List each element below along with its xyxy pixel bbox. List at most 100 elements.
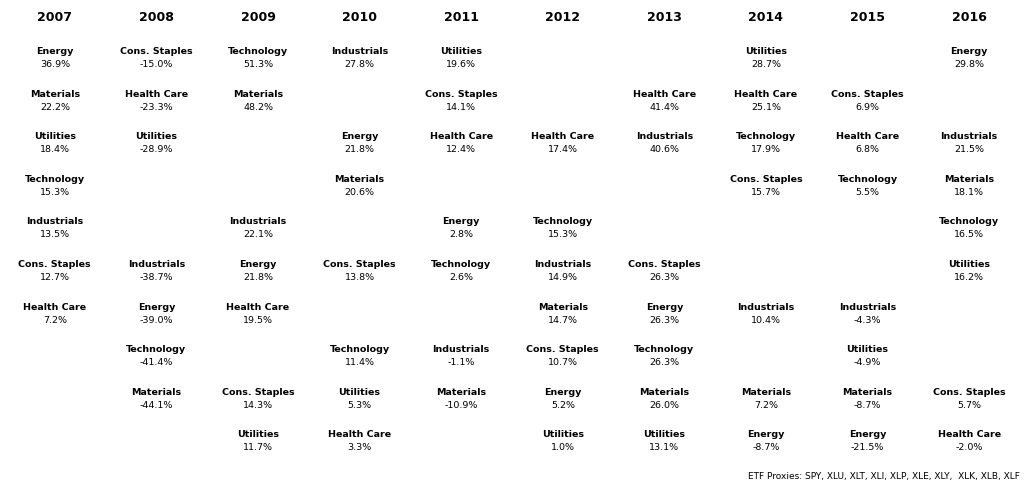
Text: 36.9%: 36.9%: [40, 60, 70, 69]
Text: -15.0%: -15.0%: [139, 60, 173, 69]
Text: -2.0%: -2.0%: [955, 443, 983, 452]
Text: Utilities: Utilities: [948, 260, 990, 269]
Text: S&P 500: S&P 500: [541, 175, 586, 184]
Text: Energy: Energy: [646, 302, 683, 311]
Text: Technology: Technology: [126, 345, 186, 354]
Text: Health Care: Health Care: [836, 132, 899, 141]
Text: 3.3%: 3.3%: [347, 443, 372, 452]
Text: Financials: Financials: [739, 218, 793, 226]
Text: ETF Proxies: SPY, XLU, XLT, XLI, XLP, XLE, XLY,  XLK, XLB, XLF: ETF Proxies: SPY, XLU, XLT, XLI, XLP, XL…: [749, 471, 1020, 481]
Text: 2011: 2011: [443, 11, 478, 24]
Text: Utilities: Utilities: [847, 345, 889, 354]
Text: 48.2%: 48.2%: [243, 103, 273, 111]
Text: Industrials: Industrials: [128, 260, 185, 269]
Text: Materials: Materials: [639, 388, 689, 397]
Text: Health Care: Health Care: [938, 430, 1000, 439]
Text: Cons. Disc.: Cons. Disc.: [534, 89, 592, 99]
Text: Technology: Technology: [330, 345, 390, 354]
Text: -41.4%: -41.4%: [139, 358, 173, 367]
Text: 18.1%: 18.1%: [954, 188, 984, 197]
Text: Cons. Staples: Cons. Staples: [324, 260, 396, 269]
Text: 14.1%: 14.1%: [446, 103, 476, 111]
Text: Energy: Energy: [341, 132, 378, 141]
Text: 12.4%: 12.4%: [446, 145, 476, 154]
Text: Cons. Staples: Cons. Staples: [425, 89, 498, 99]
Text: -1.7%: -1.7%: [854, 273, 882, 282]
Text: Materials: Materials: [30, 89, 80, 99]
Text: Energy: Energy: [544, 388, 582, 397]
Text: -28.9%: -28.9%: [139, 145, 173, 154]
Text: Cons. Disc.: Cons. Disc.: [26, 388, 84, 397]
Text: 13.8%: 13.8%: [344, 273, 375, 282]
Text: Cons. Staples: Cons. Staples: [221, 388, 294, 397]
Text: Financials: Financials: [638, 175, 691, 184]
Text: Utilities: Utilities: [643, 430, 685, 439]
Text: Health Care: Health Care: [24, 302, 86, 311]
Text: Materials: Materials: [131, 388, 181, 397]
Text: S&P 500: S&P 500: [845, 218, 890, 226]
Text: Financials: Financials: [28, 430, 82, 439]
Text: 26.3%: 26.3%: [649, 358, 680, 367]
Text: Cons. Disc.: Cons. Disc.: [127, 175, 186, 184]
Text: Cons. Staples: Cons. Staples: [831, 89, 904, 99]
Text: Technology: Technology: [431, 260, 492, 269]
Text: 35.5%: 35.5%: [649, 188, 680, 197]
Text: -38.7%: -38.7%: [139, 273, 173, 282]
Text: 26.3%: 26.3%: [649, 273, 680, 282]
Text: Financials: Financials: [231, 345, 285, 354]
Text: 19.5%: 19.5%: [243, 316, 273, 325]
Text: 27.4%: 27.4%: [345, 103, 375, 111]
Text: 2013: 2013: [647, 11, 682, 24]
Text: Health Care: Health Care: [531, 132, 594, 141]
Text: Health Care: Health Care: [125, 89, 188, 99]
Text: 51.3%: 51.3%: [243, 60, 273, 69]
Text: 12.7%: 12.7%: [40, 273, 70, 282]
Text: Energy: Energy: [849, 430, 887, 439]
Text: Energy: Energy: [240, 260, 276, 269]
Text: -39.0%: -39.0%: [139, 316, 173, 325]
Text: Health Care: Health Care: [328, 430, 391, 439]
Text: 11.4%: 11.4%: [345, 358, 375, 367]
Text: 2015: 2015: [850, 11, 885, 24]
Text: 29.8%: 29.8%: [954, 60, 984, 69]
Text: 17.6%: 17.6%: [243, 358, 273, 367]
Text: Energy: Energy: [442, 218, 480, 226]
Text: Energy: Energy: [137, 302, 175, 311]
Text: -1.1%: -1.1%: [447, 358, 475, 367]
Text: 32.3%: 32.3%: [649, 230, 680, 239]
Text: Cons. Staples: Cons. Staples: [628, 260, 700, 269]
Text: 1.0%: 1.0%: [551, 443, 574, 452]
Text: S&P 500: S&P 500: [438, 302, 483, 311]
Text: 26.3%: 26.3%: [649, 316, 680, 325]
Text: 5.2%: 5.2%: [551, 401, 574, 409]
Text: 9.5%: 9.5%: [754, 358, 778, 367]
Text: 21.8%: 21.8%: [345, 145, 375, 154]
Text: Materials: Materials: [843, 388, 893, 397]
Text: 24.3%: 24.3%: [954, 103, 984, 111]
Text: 2016: 2016: [951, 11, 987, 24]
Text: 6.0%: 6.0%: [450, 188, 473, 197]
Text: Technology: Technology: [634, 345, 694, 354]
Text: 2.8%: 2.8%: [450, 230, 473, 239]
Text: S&P 500: S&P 500: [337, 218, 382, 226]
Text: 7.3%: 7.3%: [957, 358, 981, 367]
Text: Utilities: Utilities: [440, 47, 482, 56]
Text: Cons. Staples: Cons. Staples: [18, 260, 91, 269]
Text: S&P 500: S&P 500: [236, 175, 281, 184]
Text: -4.9%: -4.9%: [854, 358, 882, 367]
Text: Health Care: Health Care: [226, 302, 290, 311]
Text: Materials: Materials: [944, 175, 994, 184]
Text: 13.5%: 13.5%: [751, 273, 781, 282]
Text: -21.5%: -21.5%: [851, 443, 885, 452]
Text: -13.7%: -13.7%: [38, 401, 72, 409]
Text: 26.4%: 26.4%: [243, 188, 273, 197]
Text: Technology: Technology: [838, 175, 898, 184]
Text: S&P 500: S&P 500: [642, 218, 687, 226]
Text: 2009: 2009: [241, 11, 275, 24]
Text: Utilities: Utilities: [745, 47, 787, 56]
Text: S&P 500: S&P 500: [743, 260, 788, 269]
Text: 2014: 2014: [749, 11, 783, 24]
Text: 14.3%: 14.3%: [243, 401, 273, 409]
Text: 21.5%: 21.5%: [954, 145, 984, 154]
Text: S&P 500: S&P 500: [134, 218, 179, 226]
